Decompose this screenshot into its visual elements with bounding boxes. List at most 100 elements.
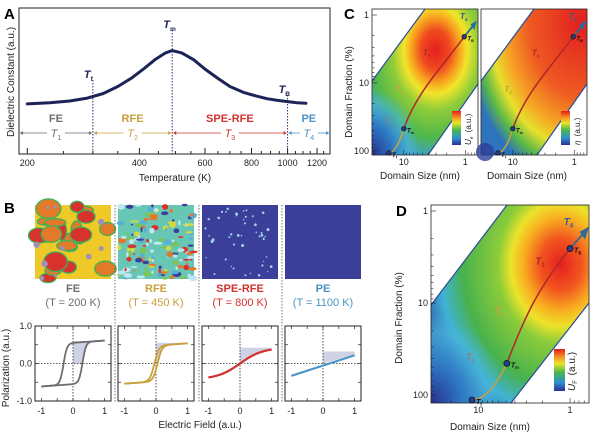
rfe-domain [143,226,147,233]
rfe-domain [134,231,140,237]
transition-label-main: T [279,84,287,96]
path-point-label: Tm [516,129,523,136]
segment-label-t2: T2 [494,306,504,319]
path-point-label-sub: f [505,155,507,159]
polar-nanoregion [254,223,257,227]
rfe-domain [149,238,152,243]
rfe-domain [128,250,132,257]
segment-label-t2: T2 [504,85,512,96]
rfe-domain [117,203,125,210]
path-point-label: Tf [392,153,398,160]
segment-label-t1: T1 [494,117,502,128]
path-point-label: Tf [476,399,482,407]
polar-nanoregion [249,272,252,275]
segment-label-t4-sub: 4 [574,17,577,23]
polar-nanoregion [262,237,265,240]
rfe-domain [177,248,185,252]
rfe-domain [132,269,136,272]
polar-nanoregion [233,243,236,246]
rfe-domain [188,265,194,268]
rfe-domain [188,214,195,217]
plot-frame [430,204,590,404]
path-point-label: Tm [407,129,414,136]
rfe-domain [179,259,183,262]
path-segment-t3 [403,36,465,129]
fe-domain-spot [33,241,40,248]
transition-label-sub: f [91,76,94,83]
range-label-sub: 3 [231,135,235,142]
path-point-label-main: T [511,362,516,369]
polar-nanoregion [258,235,261,238]
segment-label-t2: T2 [395,85,403,96]
segment-label-t1: T1 [385,117,393,128]
path-point [468,396,476,404]
rfe-domain [157,238,165,242]
rfe-domain [127,244,137,249]
rfe-domain [159,246,168,249]
rfe-domain [172,252,179,256]
panel-b-letter: B [4,200,15,217]
fe-domain [76,209,96,224]
rfe-domain [158,272,162,278]
path-point-label-main: T [516,129,521,135]
rfe-domain [171,270,180,275]
polarization-curve [208,348,272,379]
range-label: T2 [127,128,138,142]
polar-nanoregion [245,209,248,212]
phase-temperature: (T = 200 K) [45,297,100,309]
polarization-branch-down [124,342,188,385]
polar-nanoregion [244,215,247,218]
rfe-domain [147,206,154,212]
fe-domain-spot [98,246,104,251]
rfe-domain [151,204,154,208]
panel-b-x-label: Electric Field (a.u.) [158,420,241,431]
rfe-domain [141,260,145,263]
x-tick-label: 1 [568,405,573,415]
segment-label-t4-sub: 4 [465,17,468,23]
rfe-domain [158,268,162,274]
segment-label-t3: T3 [535,256,545,269]
polar-nanoregion [228,236,231,239]
plot-frame [371,8,479,156]
panel-b-domain-maps [27,198,361,284]
polar-nanoregion [265,256,268,258]
rfe-domain [117,244,122,250]
rfe-domain [131,233,134,236]
polar-nanoregion [232,267,235,270]
panel-b: B FE (T = 200 K) RFE (T = 450 K) SPE-RFE (T =… [1,198,362,431]
polar-nanoregion [213,273,216,275]
rfe-domain [187,244,194,247]
rfe-domain [149,213,159,220]
transition-label: Tm [163,19,176,33]
segment-label-t4: T4 [460,12,468,23]
range-label-sub: 2 [134,135,138,142]
colorbar-unit: (a.u.) [464,113,473,134]
rfe-domain [142,260,150,265]
x-tick-label: 0 [70,406,75,416]
fe-domain-spot [59,245,65,251]
rfe-domain [120,235,127,239]
band-edge [480,8,535,82]
path-point-label-main: T [392,153,397,159]
path-point-label-main: T [501,153,506,159]
rfe-domain [167,221,177,224]
phase-label: FE [49,113,63,125]
rfe-domain [118,237,127,244]
polar-nanoregion [262,260,265,262]
path-point-label-main: T [476,399,481,406]
rfe-domain [171,239,175,243]
polar-nanoregion [204,227,207,230]
rfe-domain [128,239,135,244]
arrow-head [88,131,92,135]
rfe-domain [142,245,147,247]
rfe-domain [171,242,179,248]
rfe-domain [178,220,181,226]
rfe-domain [124,267,127,272]
rfe-domain [146,238,149,243]
y-tick-label: 10 [359,78,369,88]
panel-c-x-label-1: Domain Size (nm) [380,171,460,182]
path-point-label-main: T [467,37,472,43]
pe-domain-map [285,205,361,279]
